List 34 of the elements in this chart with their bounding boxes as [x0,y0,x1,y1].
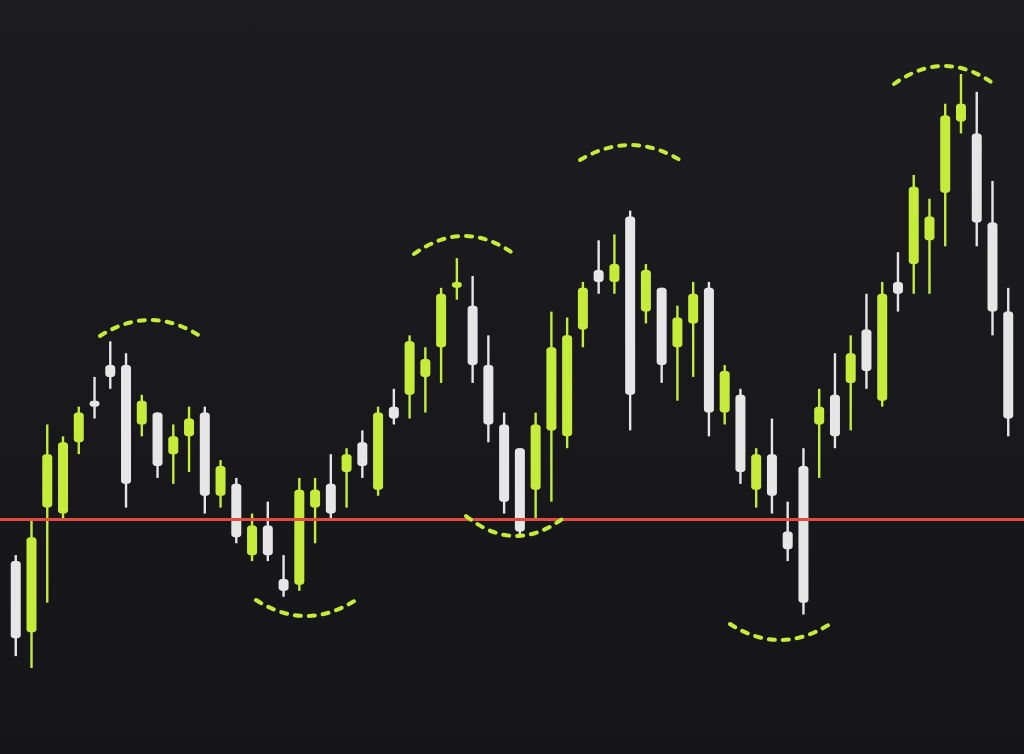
candlestick [73,405,84,456]
candlestick [184,405,195,474]
candlestick [719,363,730,426]
candlestick [136,393,147,438]
candlestick [388,387,399,426]
candlestick [751,447,762,509]
candlestick [609,233,620,295]
candlestick [593,239,604,295]
candlestick [892,251,903,313]
candlestick [829,351,840,450]
candlestick [782,500,793,563]
candlestick [341,447,352,509]
candlestick [688,280,699,379]
candlestick [278,553,289,598]
candlestick [861,292,872,391]
candlestick [262,500,273,563]
candlestick [640,262,651,325]
candlestick [766,417,777,515]
candlestick [310,476,321,545]
candlestick [325,452,336,521]
candlestick [420,346,431,414]
candlestick [845,334,856,432]
candlestick [924,197,935,295]
candlestick [215,458,226,509]
candlestick [168,423,179,486]
candlestick [357,429,368,480]
candlestick [89,375,100,420]
candlestick [955,72,966,135]
candlestick [247,512,258,563]
candlestick [672,304,683,402]
candlestick [105,340,116,391]
candlestick [814,387,825,480]
candlestick [451,256,462,301]
candlestick [577,280,588,349]
